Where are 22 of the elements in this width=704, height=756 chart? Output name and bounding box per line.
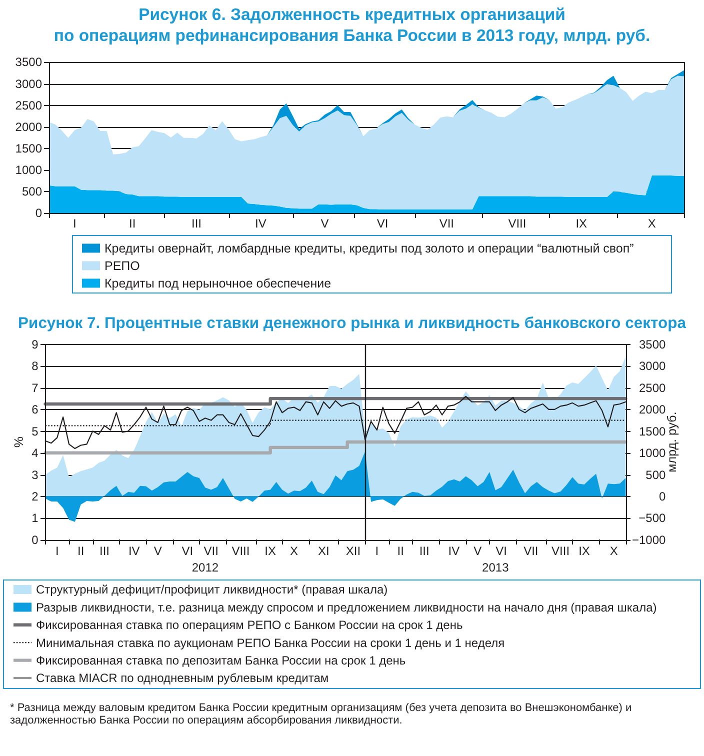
x-tick-label: IX xyxy=(576,216,588,230)
x-tick-label: II xyxy=(129,216,136,230)
y-tick-label: 0 xyxy=(35,206,42,220)
legend-label: Кредиты под нерыночное обеспечение xyxy=(104,276,332,291)
y-tick-label: 500 xyxy=(22,184,42,199)
x-tick-label: VI xyxy=(376,216,388,230)
y-tick-label: 3500 xyxy=(15,55,42,70)
chart-title: Рисунок 6. Задолженность кредитных организаций по операциям рефинансирования Банка России в 2013 году, млрд. руб. xyxy=(54,5,650,45)
y-tick-label: 2500 xyxy=(15,98,42,112)
legend-label: Кредиты овернайт, ломбардные кредиты, кредиты под золото и операции “валютный своп” xyxy=(104,242,634,256)
x-tick-label: VII xyxy=(439,216,454,230)
y-tick-label: 1500 xyxy=(15,141,42,156)
y-tick-label: 3000 xyxy=(15,76,42,91)
x-tick-label: V xyxy=(320,216,329,230)
x-tick-label: X xyxy=(648,216,656,230)
y-tick-label: 1000 xyxy=(15,163,42,178)
x-tick-label: III xyxy=(192,216,202,230)
x-tick-label: VIII xyxy=(508,216,526,230)
legend-label: РЕПО xyxy=(104,259,140,274)
y-tick-label: 2000 xyxy=(15,120,42,134)
x-tick-label: I xyxy=(72,216,76,230)
x-tick-label: IV xyxy=(254,216,266,230)
